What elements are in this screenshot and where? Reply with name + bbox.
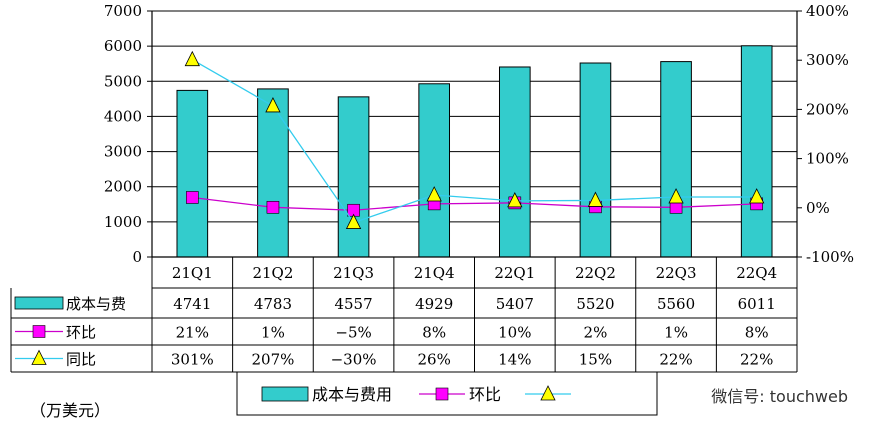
grid-lines	[152, 10, 797, 223]
bar	[257, 88, 289, 258]
table-row-label: 成本与费	[66, 295, 126, 313]
y-right-tick-label: 0%	[806, 199, 830, 217]
legend: 成本与费用 环比	[236, 371, 658, 416]
data-label: 15%	[579, 351, 612, 369]
legend-key	[540, 385, 556, 401]
point	[749, 188, 765, 204]
data-label: 4929	[415, 295, 453, 313]
y-left-tick-label: 6000	[104, 37, 142, 55]
series-line	[192, 196, 757, 211]
category-label: 22Q3	[656, 264, 697, 282]
table-row-label: 环比	[66, 324, 96, 342]
data-label: 4741	[173, 295, 211, 313]
y-right-tick-label: 300%	[806, 51, 849, 69]
bar	[579, 62, 612, 258]
data-label: −5%	[335, 324, 371, 342]
category-label: 22Q4	[736, 264, 777, 282]
bar	[418, 83, 451, 258]
y-left-tick-label: 4000	[104, 107, 142, 125]
data-label: 8%	[422, 324, 446, 342]
data-label: −30%	[331, 351, 377, 369]
data-label: 26%	[418, 351, 451, 369]
data-label: 301%	[171, 351, 214, 369]
series-line	[191, 59, 757, 224]
data-label: 1%	[664, 324, 688, 342]
point	[186, 191, 199, 204]
data-table: 21Q1 21Q2 21Q3 21Q4 22Q1 22Q2 22Q3 22Q4 成本与费 4741…	[10, 257, 798, 373]
y-left-tick-label: 3000	[104, 143, 142, 161]
data-label: 207%	[251, 351, 294, 369]
y-left-tick-label: 7000	[104, 2, 142, 20]
category-label: 21Q3	[333, 264, 374, 282]
point	[345, 213, 362, 229]
bar	[337, 96, 370, 258]
legend-key	[435, 387, 449, 401]
table-legend-key	[32, 325, 46, 338]
data-label: 22%	[659, 351, 692, 369]
legend-label: 环比	[469, 385, 501, 404]
category-label: 22Q1	[494, 264, 535, 282]
data-label: 5560	[657, 295, 695, 313]
y-left-tick-label: 5000	[104, 72, 142, 90]
data-label: 2%	[584, 324, 608, 342]
legend-key	[261, 386, 309, 402]
y-right-tick-label: 100%	[806, 150, 849, 168]
bar	[176, 89, 209, 258]
point	[184, 50, 200, 67]
point	[426, 186, 442, 202]
data-label: 5520	[576, 295, 614, 313]
data-label: 14%	[498, 351, 531, 369]
data-label: 4783	[254, 295, 292, 313]
category-label: 21Q4	[414, 264, 455, 282]
y-right-tick-label: 400%	[806, 2, 849, 20]
table-row-label: 同比	[66, 351, 96, 369]
y-left-tick-label: 0	[132, 248, 142, 266]
y-left-tick-label: 1000	[104, 213, 142, 231]
point	[266, 201, 280, 214]
data-label: 4557	[334, 295, 372, 313]
data-label: 6011	[738, 295, 776, 313]
data-label: 5407	[496, 295, 534, 313]
bar	[498, 66, 531, 258]
legend-label: 成本与费用	[312, 385, 392, 404]
point	[265, 97, 281, 113]
y-left-tick-label: 2000	[104, 178, 142, 196]
table-legend-key	[14, 296, 64, 310]
data-label: 22%	[740, 351, 773, 369]
category-label: 22Q2	[575, 264, 616, 282]
data-label: 1%	[261, 324, 285, 342]
bar	[740, 45, 773, 258]
unit-label: （万美元）	[30, 401, 110, 420]
bar	[660, 61, 692, 258]
bar-series	[176, 45, 773, 258]
point	[507, 192, 523, 208]
category-label: 21Q1	[172, 264, 213, 282]
data-label: 21%	[176, 324, 209, 342]
data-label: 8%	[745, 324, 769, 342]
data-label: 10%	[498, 324, 531, 342]
axes: 0 1000 2000 3000 4000 5000 6000 7000 -100% 0% 100%…	[104, 2, 854, 266]
y-right-tick-label: 200%	[806, 100, 849, 118]
y-right-tick-label: -100%	[806, 248, 854, 266]
line-series	[184, 50, 765, 229]
watermark: 微信号: touchweb	[711, 387, 848, 406]
point	[668, 188, 684, 204]
category-label: 21Q2	[252, 264, 293, 282]
point	[587, 191, 604, 207]
table-legend-key	[31, 349, 47, 365]
